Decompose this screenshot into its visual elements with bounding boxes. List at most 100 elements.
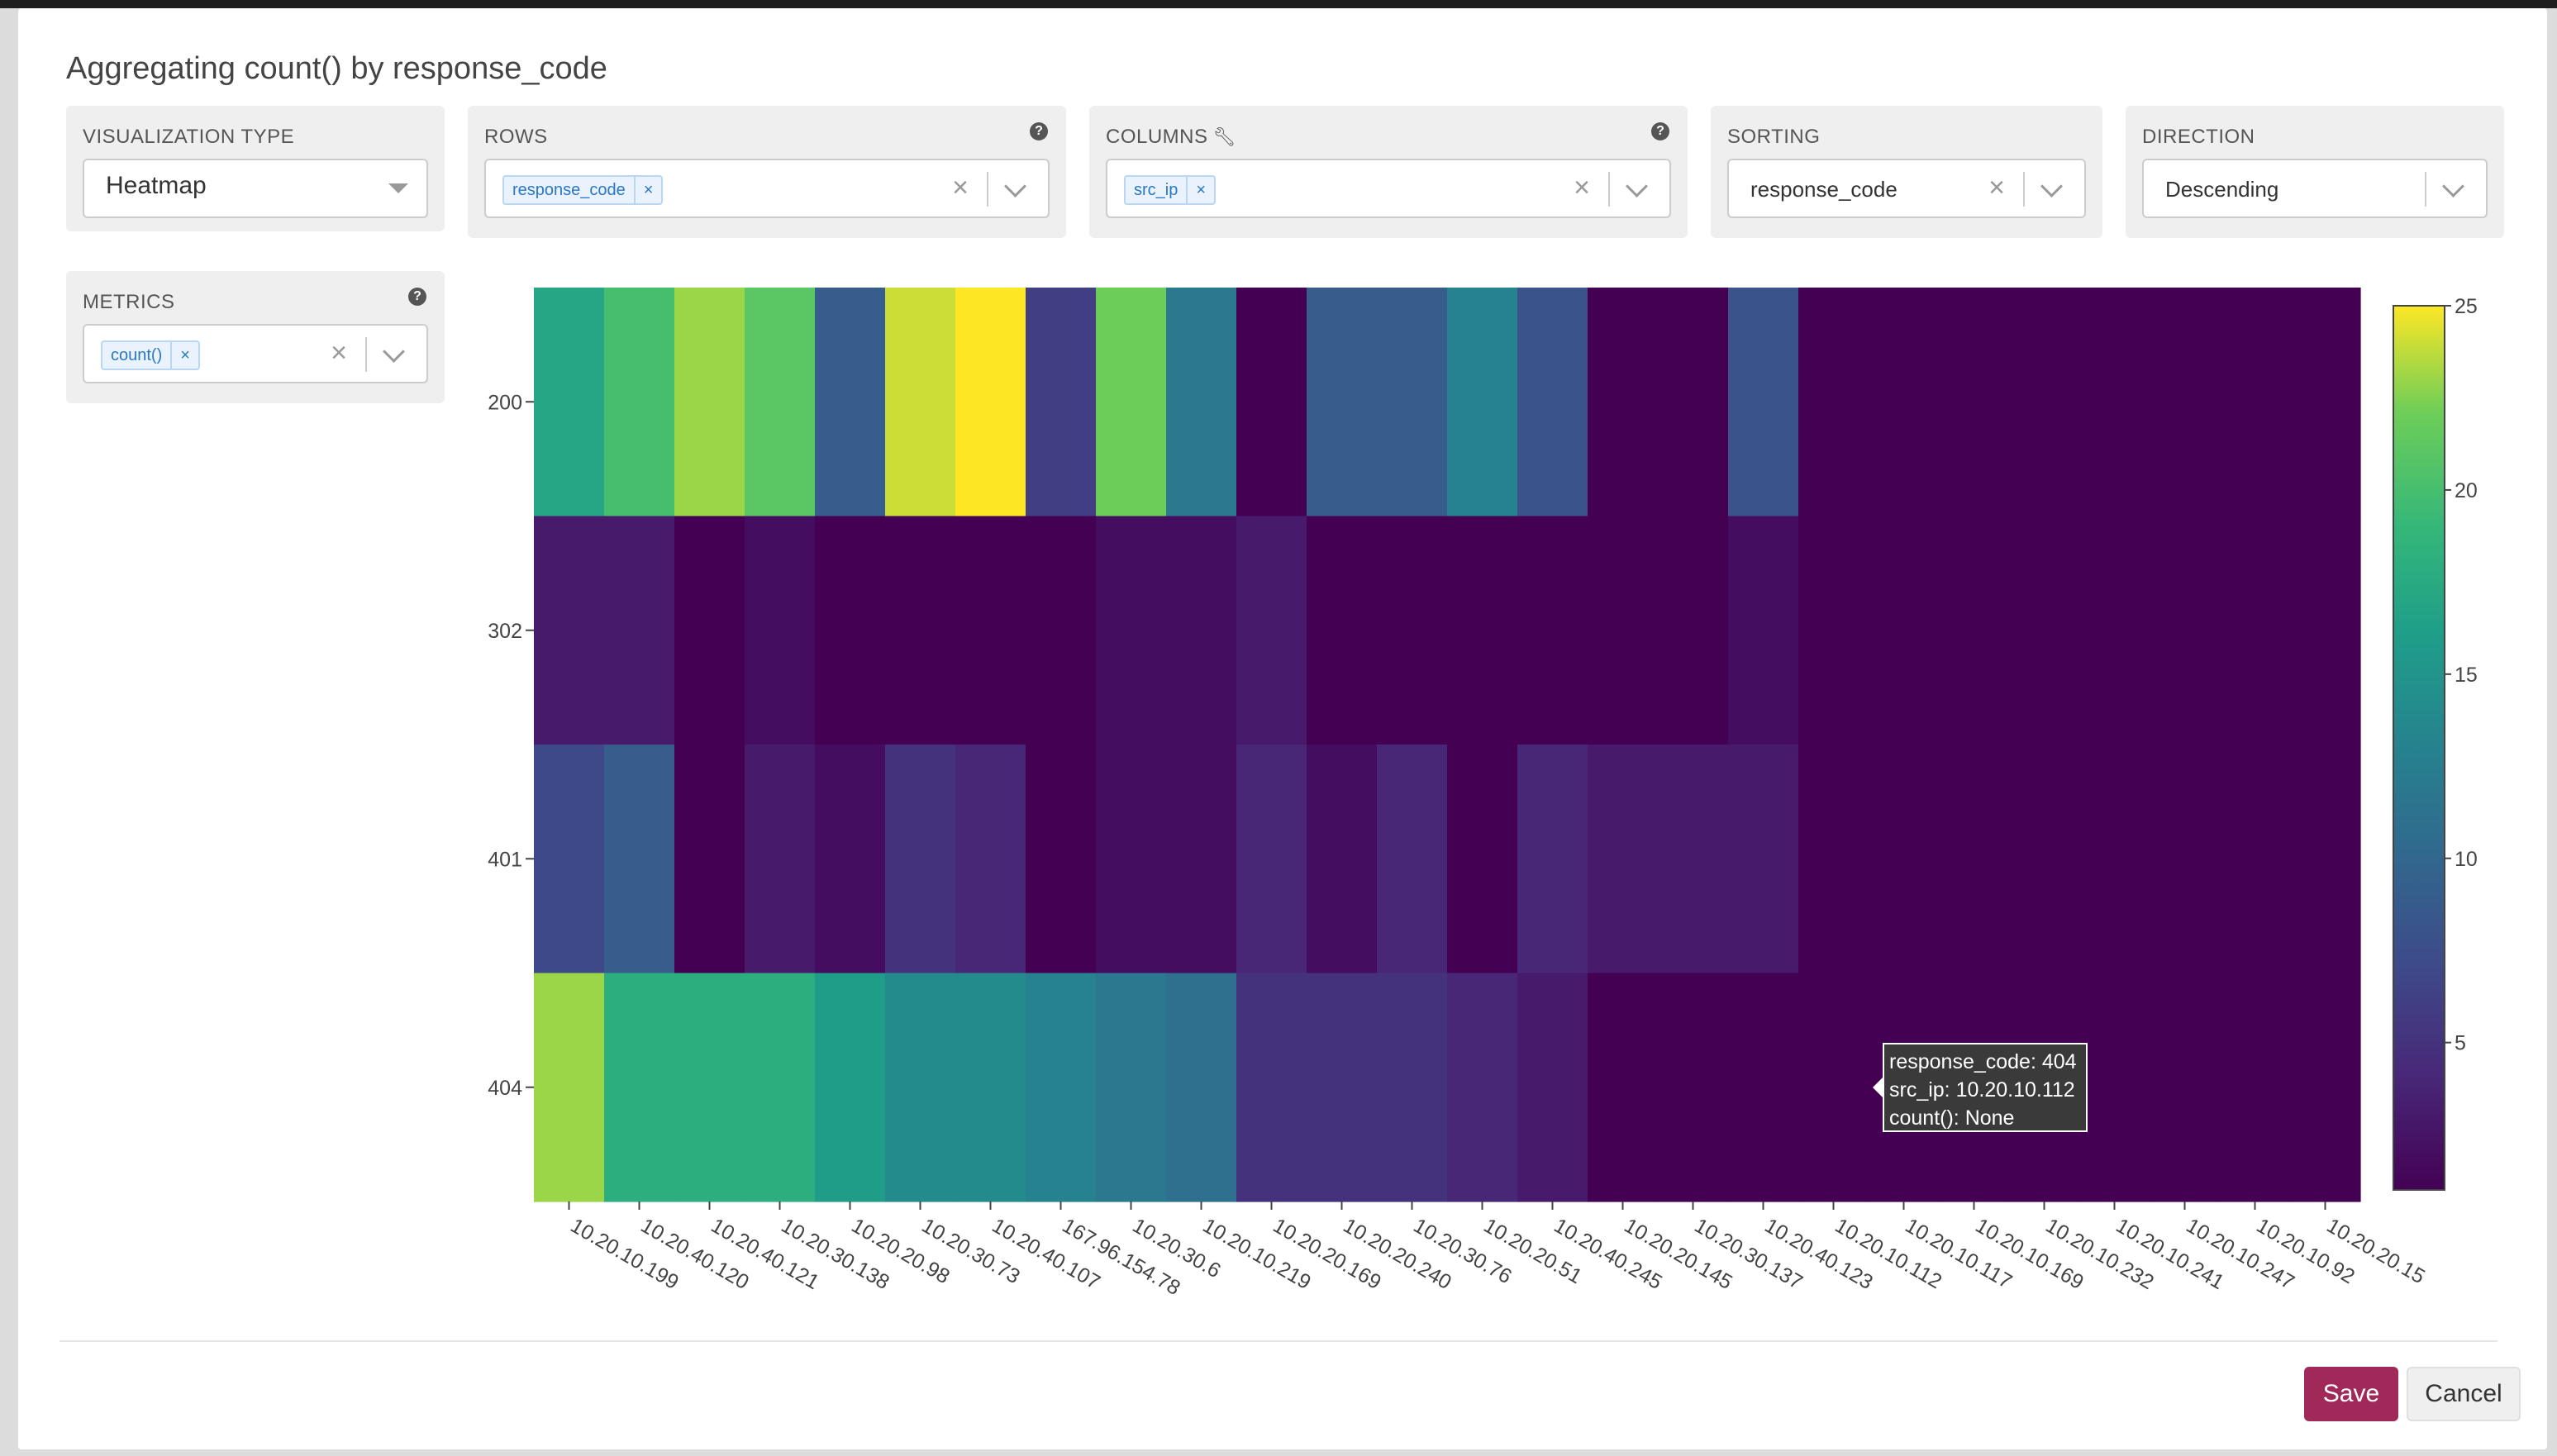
- heatmap-cell[interactable]: [1236, 745, 1307, 974]
- rows-multiselect[interactable]: response_code × ×: [484, 159, 1050, 218]
- help-icon[interactable]: ?: [408, 288, 426, 306]
- heatmap-cell[interactable]: [1166, 288, 1237, 517]
- remove-tag-icon[interactable]: ×: [170, 342, 198, 369]
- heatmap-cell[interactable]: [1798, 516, 1869, 745]
- heatmap-cell[interactable]: [1096, 745, 1167, 974]
- heatmap-cell[interactable]: [1026, 288, 1097, 517]
- heatmap-cell[interactable]: [955, 288, 1026, 517]
- heatmap-cell[interactable]: [674, 516, 745, 745]
- heatmap-cell[interactable]: [885, 973, 956, 1202]
- heatmap-cell[interactable]: [674, 973, 745, 1202]
- heatmap-cell[interactable]: [674, 288, 745, 517]
- heatmap-cell[interactable]: [674, 745, 745, 974]
- heatmap-cell[interactable]: [1869, 288, 1940, 517]
- heatmap-cell[interactable]: [2150, 745, 2221, 974]
- heatmap-cell[interactable]: [745, 516, 816, 745]
- heatmap-cell[interactable]: [2079, 973, 2150, 1202]
- heatmap-cell[interactable]: [1307, 745, 1378, 974]
- heatmap-cell[interactable]: [1236, 516, 1307, 745]
- heatmap-cell[interactable]: [1869, 745, 1940, 974]
- sorting-select[interactable]: response_code ×: [1727, 159, 2086, 218]
- heatmap-cell[interactable]: [2220, 973, 2291, 1202]
- heatmap-cell[interactable]: [2220, 288, 2291, 517]
- visualization-type-select[interactable]: Heatmap: [83, 159, 428, 218]
- heatmap-cell[interactable]: [1026, 745, 1097, 974]
- direction-select[interactable]: Descending: [2142, 159, 2488, 218]
- heatmap-cell[interactable]: [1166, 745, 1237, 974]
- heatmap-cell[interactable]: [2079, 288, 2150, 517]
- heatmap-cell[interactable]: [534, 745, 605, 974]
- heatmap-cell[interactable]: [1026, 973, 1097, 1202]
- heatmap-cell[interactable]: [1658, 288, 1729, 517]
- heatmap-cell[interactable]: [2220, 745, 2291, 974]
- heatmap-cell[interactable]: [1588, 516, 1659, 745]
- heatmap-cell[interactable]: [885, 288, 956, 517]
- heatmap-cell[interactable]: [1236, 973, 1307, 1202]
- remove-tag-icon[interactable]: ×: [1186, 177, 1214, 203]
- heatmap-cell[interactable]: [1377, 973, 1448, 1202]
- heatmap-cell[interactable]: [1307, 288, 1378, 517]
- heatmap-cell[interactable]: [815, 288, 886, 517]
- heatmap-cell[interactable]: [1447, 973, 1518, 1202]
- heatmap-cell[interactable]: [1939, 288, 2010, 517]
- heatmap-cell[interactable]: [1377, 516, 1448, 745]
- heatmap-cell[interactable]: [1096, 973, 1167, 1202]
- heatmap-cell[interactable]: [1588, 973, 1659, 1202]
- heatmap-cell[interactable]: [1798, 288, 1869, 517]
- heatmap-cell[interactable]: [604, 745, 675, 974]
- heatmap-cell[interactable]: [1166, 973, 1237, 1202]
- heatmap-cell[interactable]: [2290, 745, 2361, 974]
- heatmap-cell[interactable]: [2079, 516, 2150, 745]
- heatmap-cell[interactable]: [1517, 288, 1588, 517]
- heatmap-cell[interactable]: [1517, 973, 1588, 1202]
- heatmap-cell[interactable]: [955, 516, 1026, 745]
- heatmap-cell[interactable]: [2079, 745, 2150, 974]
- cancel-button[interactable]: Cancel: [2407, 1367, 2521, 1421]
- heatmap-cell[interactable]: [1307, 973, 1378, 1202]
- heatmap-cell[interactable]: [2220, 516, 2291, 745]
- heatmap-cell[interactable]: [604, 973, 675, 1202]
- heatmap-cell[interactable]: [2290, 288, 2361, 517]
- heatmap-cell[interactable]: [1447, 745, 1518, 974]
- heatmap-cell[interactable]: [1236, 288, 1307, 517]
- heatmap-cell[interactable]: [815, 516, 886, 745]
- heatmap-cell[interactable]: [1377, 745, 1448, 974]
- clear-icon[interactable]: ×: [952, 172, 969, 203]
- heatmap-cell[interactable]: [885, 745, 956, 974]
- heatmap-cell[interactable]: [1798, 745, 1869, 974]
- remove-tag-icon[interactable]: ×: [633, 177, 662, 203]
- heatmap-cell[interactable]: [1377, 288, 1448, 517]
- heatmap-cell[interactable]: [2290, 516, 2361, 745]
- heatmap-cell[interactable]: [955, 973, 1026, 1202]
- heatmap-cell[interactable]: [1658, 516, 1729, 745]
- heatmap-cell[interactable]: [2009, 516, 2080, 745]
- help-icon[interactable]: ?: [1651, 122, 1669, 140]
- metrics-multiselect[interactable]: count() × ×: [83, 324, 428, 383]
- heatmap-cell[interactable]: [1939, 516, 2010, 745]
- heatmap-cell[interactable]: [1026, 516, 1097, 745]
- clear-icon[interactable]: ×: [1574, 172, 1590, 203]
- heatmap-cell[interactable]: [1728, 516, 1799, 745]
- heatmap-cell[interactable]: [1096, 516, 1167, 745]
- heatmap-cell[interactable]: [1798, 973, 1869, 1202]
- heatmap-cell[interactable]: [1447, 516, 1518, 745]
- heatmap-chart[interactable]: 20030240140410.20.10.19910.20.40.12010.2…: [18, 8, 2547, 1330]
- heatmap-cell[interactable]: [2150, 516, 2221, 745]
- heatmap-cell[interactable]: [1658, 973, 1729, 1202]
- heatmap-cell[interactable]: [815, 973, 886, 1202]
- columns-multiselect[interactable]: src_ip × ×: [1106, 159, 1671, 218]
- heatmap-cell[interactable]: [815, 745, 886, 974]
- heatmap-cell[interactable]: [2290, 973, 2361, 1202]
- heatmap-cell[interactable]: [1517, 745, 1588, 974]
- heatmap-cell[interactable]: [1728, 973, 1799, 1202]
- heatmap-cell[interactable]: [885, 516, 956, 745]
- heatmap-cell[interactable]: [745, 973, 816, 1202]
- heatmap-cell[interactable]: [1939, 745, 2010, 974]
- heatmap-cell[interactable]: [2009, 288, 2080, 517]
- save-button[interactable]: Save: [2304, 1367, 2398, 1421]
- heatmap-cell[interactable]: [2150, 288, 2221, 517]
- heatmap-cell[interactable]: [1869, 516, 1940, 745]
- help-icon[interactable]: ?: [1030, 122, 1048, 140]
- heatmap-cell[interactable]: [534, 973, 605, 1202]
- heatmap-cell[interactable]: [1728, 745, 1799, 974]
